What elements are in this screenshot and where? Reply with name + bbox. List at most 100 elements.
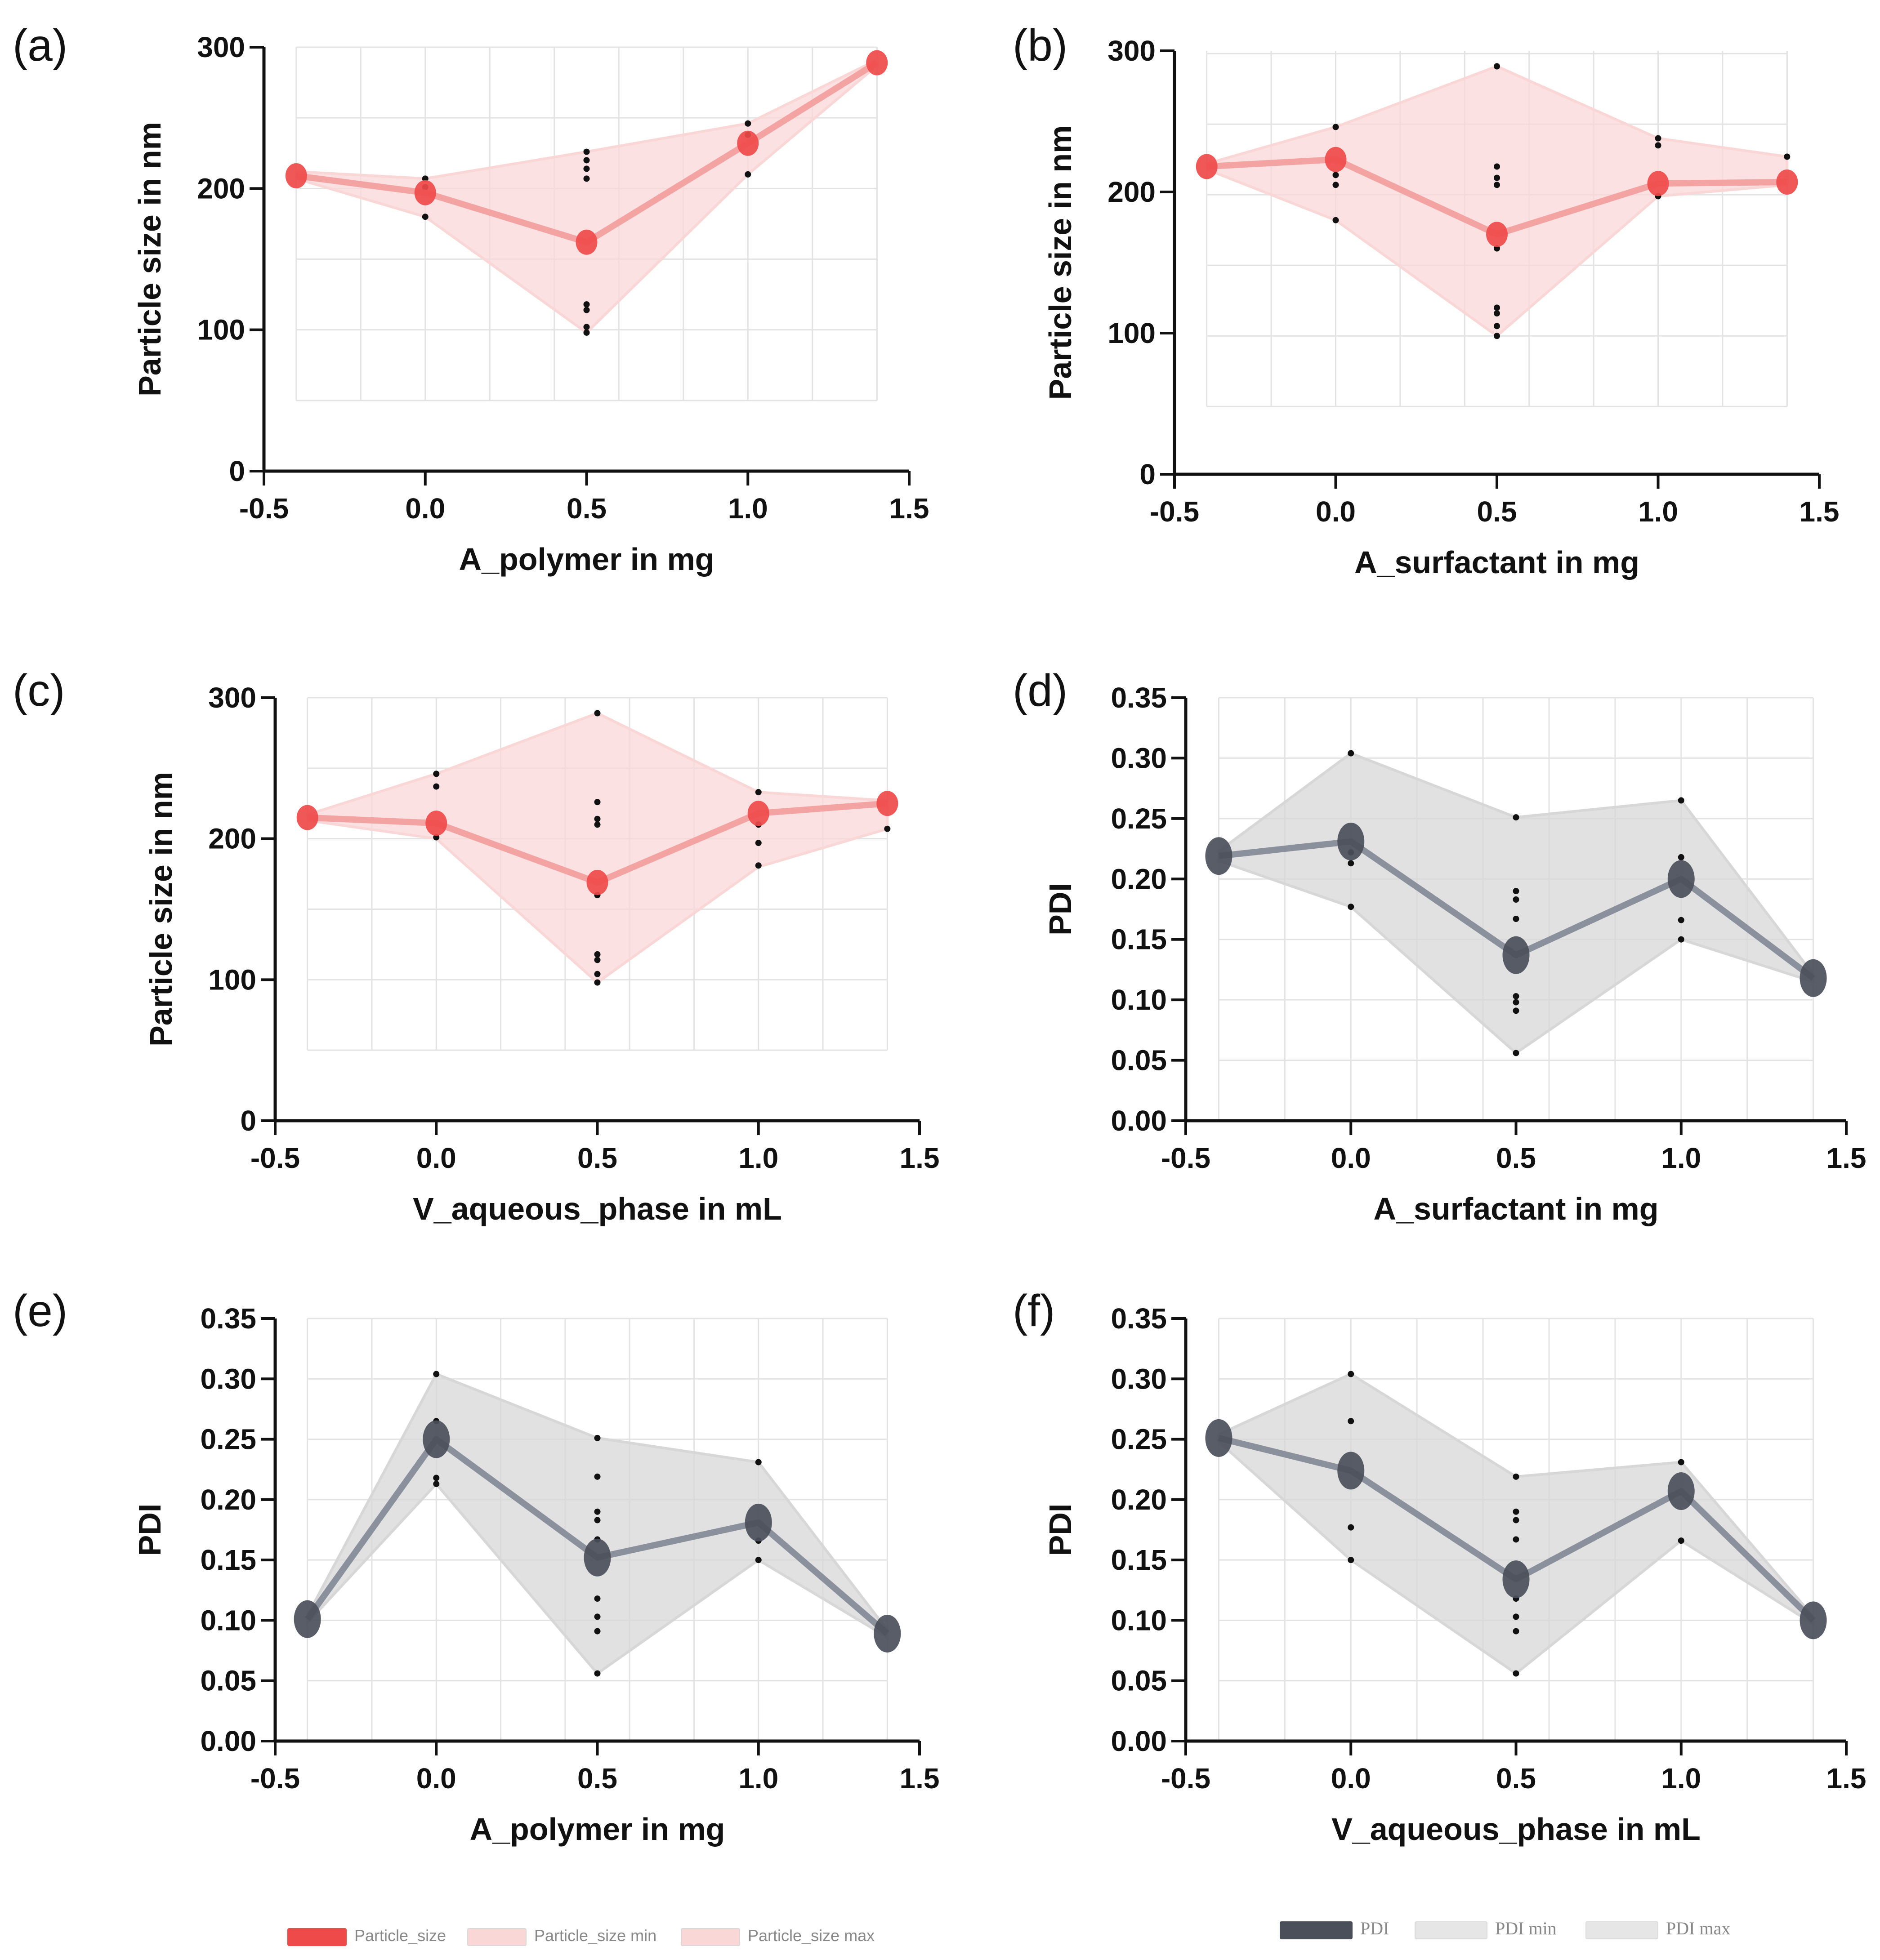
axes: -0.5 0.0 0.5 1.0 1.5 0.00 0.05 0.10 0.15 0.20 0.25… <box>200 1302 939 1795</box>
min-max-band <box>306 712 889 984</box>
raw-data-point <box>1348 860 1354 867</box>
min-max-band <box>1205 65 1789 338</box>
y-tick-label: 100 <box>197 314 245 346</box>
mean-marker <box>1325 147 1347 172</box>
x-tick-label: 0.5 <box>567 492 607 525</box>
raw-data-point <box>583 165 590 172</box>
x-tick-label: 1.0 <box>1661 1142 1701 1174</box>
x-tick-label: 1.5 <box>900 1762 940 1795</box>
mean-marker <box>1800 959 1827 997</box>
y-axis-title: Particle size in nm <box>1043 125 1078 400</box>
x-tick-label: 0.0 <box>405 492 445 525</box>
raw-data-point <box>1513 1670 1519 1677</box>
raw-data-point <box>755 862 762 869</box>
y-tick-label: 300 <box>197 31 245 63</box>
panel-b: (b) -0.5 0.0 0.5 1.0 1.5 0 100 200 300 A_surfactan… <box>1013 20 1839 580</box>
y-axis-title: PDI <box>1043 1504 1078 1556</box>
raw-data-point <box>583 157 590 164</box>
x-axis-title: A_polymer in mg <box>470 1812 725 1847</box>
mean-marker <box>586 869 608 895</box>
raw-data-point <box>594 971 601 977</box>
raw-data-point <box>583 175 590 182</box>
raw-data-point <box>1513 1613 1519 1620</box>
mean-marker <box>1800 1601 1827 1639</box>
mean-markers <box>1196 147 1798 247</box>
panel-label: (c) <box>13 665 65 716</box>
raw-data-point <box>1513 1628 1519 1635</box>
x-tick-label: 1.0 <box>738 1142 778 1174</box>
raw-data-point <box>1513 888 1519 895</box>
panel-label: (b) <box>1013 20 1067 71</box>
axes: -0.5 0.0 0.5 1.0 1.5 0.00 0.05 0.10 0.15 0.20 0.25… <box>1111 682 1866 1174</box>
legend-swatch <box>1280 1921 1353 1939</box>
raw-data-point <box>1348 1371 1354 1377</box>
raw-points <box>1348 1371 1684 1677</box>
x-tick-label: 1.0 <box>1638 495 1678 528</box>
raw-data-point <box>1494 63 1500 70</box>
raw-data-point <box>594 1613 601 1620</box>
panel-label: (e) <box>13 1286 67 1336</box>
x-tick-label: -0.5 <box>239 492 289 525</box>
mean-marker <box>1205 1419 1232 1457</box>
raw-data-point <box>583 148 590 155</box>
raw-data-point <box>1332 124 1339 130</box>
mean-marker <box>745 1503 772 1541</box>
raw-data-point <box>1494 163 1500 170</box>
panel-label: (f) <box>1013 1286 1055 1336</box>
y-tick-label: 0.10 <box>1111 984 1167 1016</box>
y-tick-label: 0.35 <box>200 1302 256 1335</box>
mean-markers <box>285 50 888 255</box>
mean-marker <box>414 180 436 205</box>
raw-data-point <box>594 951 601 958</box>
y-tick-label: 0 <box>240 1105 256 1137</box>
x-axis-title: V_aqueous_phase in mL <box>1331 1812 1701 1847</box>
x-tick-label: 1.5 <box>1826 1142 1867 1174</box>
legend-label: Particle_size min <box>534 1926 656 1945</box>
y-tick-label: 0.30 <box>200 1363 256 1395</box>
raw-data-point <box>594 821 601 828</box>
y-tick-label: 200 <box>208 823 256 855</box>
mean-marker <box>1502 1560 1530 1599</box>
mean-markers <box>294 1420 901 1653</box>
y-tick-label: 300 <box>208 682 256 714</box>
x-tick-label: 1.0 <box>728 492 768 525</box>
raw-data-point <box>594 1628 601 1635</box>
raw-data-point <box>433 771 440 777</box>
y-tick-label: 0.15 <box>1111 923 1167 956</box>
mean-marker <box>1196 154 1218 179</box>
y-tick-label: 0.05 <box>200 1665 256 1697</box>
y-tick-label: 0.20 <box>1111 863 1167 895</box>
raw-data-point <box>1332 182 1339 188</box>
mean-marker <box>285 163 307 189</box>
y-tick-label: 0.15 <box>1111 1544 1167 1576</box>
y-tick-label: 300 <box>1107 35 1156 67</box>
raw-data-point <box>594 815 601 822</box>
raw-points <box>1332 63 1791 339</box>
raw-data-point <box>755 840 762 846</box>
raw-data-point <box>1678 854 1684 860</box>
panel-f: (f) -0.5 0.0 0.5 1.0 1.5 0.00 0.05 0.10 0.15 0.20 0… <box>1013 1286 1866 1847</box>
x-tick-label: 1.0 <box>738 1762 778 1795</box>
panel-label: (d) <box>1013 665 1067 716</box>
legend-label: Particle_size max <box>748 1926 875 1945</box>
y-tick-label: 0.20 <box>200 1483 256 1516</box>
raw-data-point <box>755 1557 762 1564</box>
raw-data-point <box>433 783 440 790</box>
raw-data-point <box>1678 917 1684 923</box>
raw-data-point <box>1513 1473 1519 1480</box>
mean-marker <box>874 1614 901 1653</box>
legend-swatch <box>467 1928 527 1946</box>
raw-data-point <box>1513 993 1519 1000</box>
x-tick-label: 0.0 <box>1331 1142 1371 1174</box>
raw-data-point <box>583 307 590 313</box>
legend-label: PDI min <box>1495 1918 1557 1938</box>
mean-marker <box>1502 936 1530 974</box>
x-tick-label: 0.0 <box>1316 495 1356 528</box>
y-tick-label: 0.30 <box>1111 1363 1167 1395</box>
y-tick-label: 0.05 <box>1111 1665 1167 1697</box>
y-axis-title: PDI <box>132 1504 167 1556</box>
y-tick-label: 0.35 <box>1111 682 1167 714</box>
raw-data-point <box>1348 1557 1354 1564</box>
raw-data-point <box>1348 904 1354 910</box>
